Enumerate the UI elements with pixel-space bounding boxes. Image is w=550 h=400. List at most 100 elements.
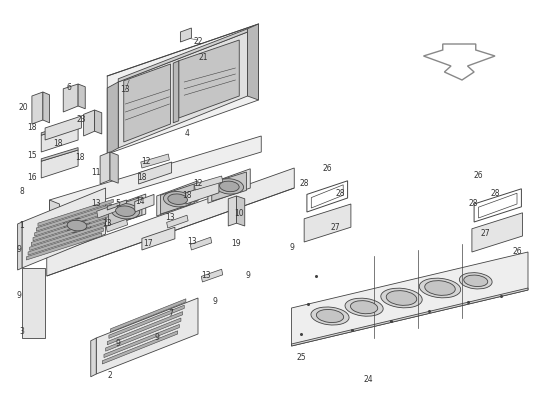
Text: 4: 4 (185, 130, 189, 138)
Text: 11: 11 (91, 168, 101, 176)
Polygon shape (141, 154, 169, 168)
Polygon shape (41, 124, 78, 152)
Text: 9: 9 (17, 292, 21, 300)
Polygon shape (292, 252, 528, 346)
Polygon shape (173, 61, 179, 123)
Polygon shape (180, 28, 191, 42)
Text: 26: 26 (322, 164, 332, 172)
Text: 19: 19 (232, 240, 241, 248)
Text: 12: 12 (193, 180, 203, 188)
Polygon shape (108, 197, 142, 226)
Text: 3: 3 (20, 328, 24, 336)
Text: 9: 9 (245, 272, 250, 280)
Polygon shape (109, 305, 184, 338)
Text: 26: 26 (512, 248, 522, 256)
Polygon shape (43, 92, 50, 123)
Text: 28: 28 (335, 190, 345, 198)
Polygon shape (135, 194, 154, 212)
Polygon shape (110, 152, 118, 183)
Polygon shape (142, 227, 175, 250)
Polygon shape (104, 324, 179, 358)
Ellipse shape (116, 206, 135, 216)
Text: 16: 16 (27, 174, 37, 182)
Ellipse shape (316, 310, 344, 322)
Text: 9: 9 (212, 298, 217, 306)
Polygon shape (31, 218, 107, 246)
Text: 13: 13 (91, 200, 101, 208)
Polygon shape (124, 64, 170, 142)
Polygon shape (107, 200, 126, 210)
Polygon shape (292, 288, 528, 346)
Text: 5: 5 (116, 200, 120, 208)
Ellipse shape (350, 301, 378, 314)
Polygon shape (84, 110, 95, 136)
Ellipse shape (111, 204, 140, 219)
Polygon shape (47, 188, 294, 276)
Ellipse shape (311, 307, 349, 325)
Text: 18: 18 (53, 140, 63, 148)
Polygon shape (179, 40, 239, 118)
Text: 14: 14 (135, 198, 145, 206)
Text: 2: 2 (108, 372, 112, 380)
Text: 18: 18 (137, 174, 147, 182)
Text: 13: 13 (166, 214, 175, 222)
Polygon shape (50, 200, 59, 220)
Polygon shape (58, 208, 96, 242)
Text: 8: 8 (20, 188, 24, 196)
Polygon shape (91, 338, 96, 377)
Ellipse shape (459, 273, 492, 289)
Polygon shape (107, 312, 183, 345)
Text: 27: 27 (480, 230, 490, 238)
Polygon shape (41, 150, 78, 178)
Text: 10: 10 (234, 210, 244, 218)
Text: 13: 13 (120, 86, 130, 94)
Polygon shape (194, 176, 223, 190)
Polygon shape (41, 122, 78, 135)
Text: 18: 18 (27, 124, 37, 132)
Ellipse shape (464, 275, 488, 286)
Text: 9: 9 (289, 244, 294, 252)
Text: 9: 9 (116, 340, 120, 348)
Polygon shape (38, 199, 113, 226)
Polygon shape (106, 318, 181, 351)
Ellipse shape (67, 220, 87, 231)
Polygon shape (118, 29, 248, 82)
Text: 18: 18 (75, 154, 85, 162)
Polygon shape (45, 116, 81, 140)
Text: 25: 25 (296, 354, 306, 362)
Ellipse shape (419, 278, 461, 298)
Polygon shape (78, 84, 85, 109)
Text: 22: 22 (193, 38, 203, 46)
Polygon shape (47, 168, 294, 276)
Polygon shape (248, 24, 258, 100)
Text: 13: 13 (102, 220, 112, 228)
Polygon shape (18, 222, 22, 270)
Polygon shape (201, 269, 223, 282)
Text: 28: 28 (490, 190, 500, 198)
Polygon shape (104, 194, 146, 228)
Text: 26: 26 (474, 172, 483, 180)
Text: 6: 6 (67, 84, 71, 92)
Polygon shape (62, 211, 92, 240)
Polygon shape (107, 24, 258, 154)
Text: 21: 21 (199, 54, 208, 62)
Ellipse shape (215, 179, 244, 194)
Ellipse shape (425, 281, 455, 295)
Polygon shape (36, 204, 112, 231)
Polygon shape (106, 219, 128, 232)
Text: 7: 7 (168, 310, 173, 318)
Text: 28: 28 (299, 180, 309, 188)
Text: 23: 23 (76, 116, 86, 124)
Polygon shape (96, 298, 198, 374)
Text: 15: 15 (27, 152, 37, 160)
Polygon shape (100, 152, 110, 184)
Polygon shape (33, 214, 108, 241)
Polygon shape (118, 32, 248, 148)
Ellipse shape (381, 288, 422, 308)
Text: 9: 9 (17, 246, 21, 254)
Ellipse shape (63, 218, 91, 233)
Text: 28: 28 (468, 200, 478, 208)
Polygon shape (161, 184, 194, 214)
Text: 9: 9 (155, 334, 159, 342)
Ellipse shape (168, 194, 188, 204)
